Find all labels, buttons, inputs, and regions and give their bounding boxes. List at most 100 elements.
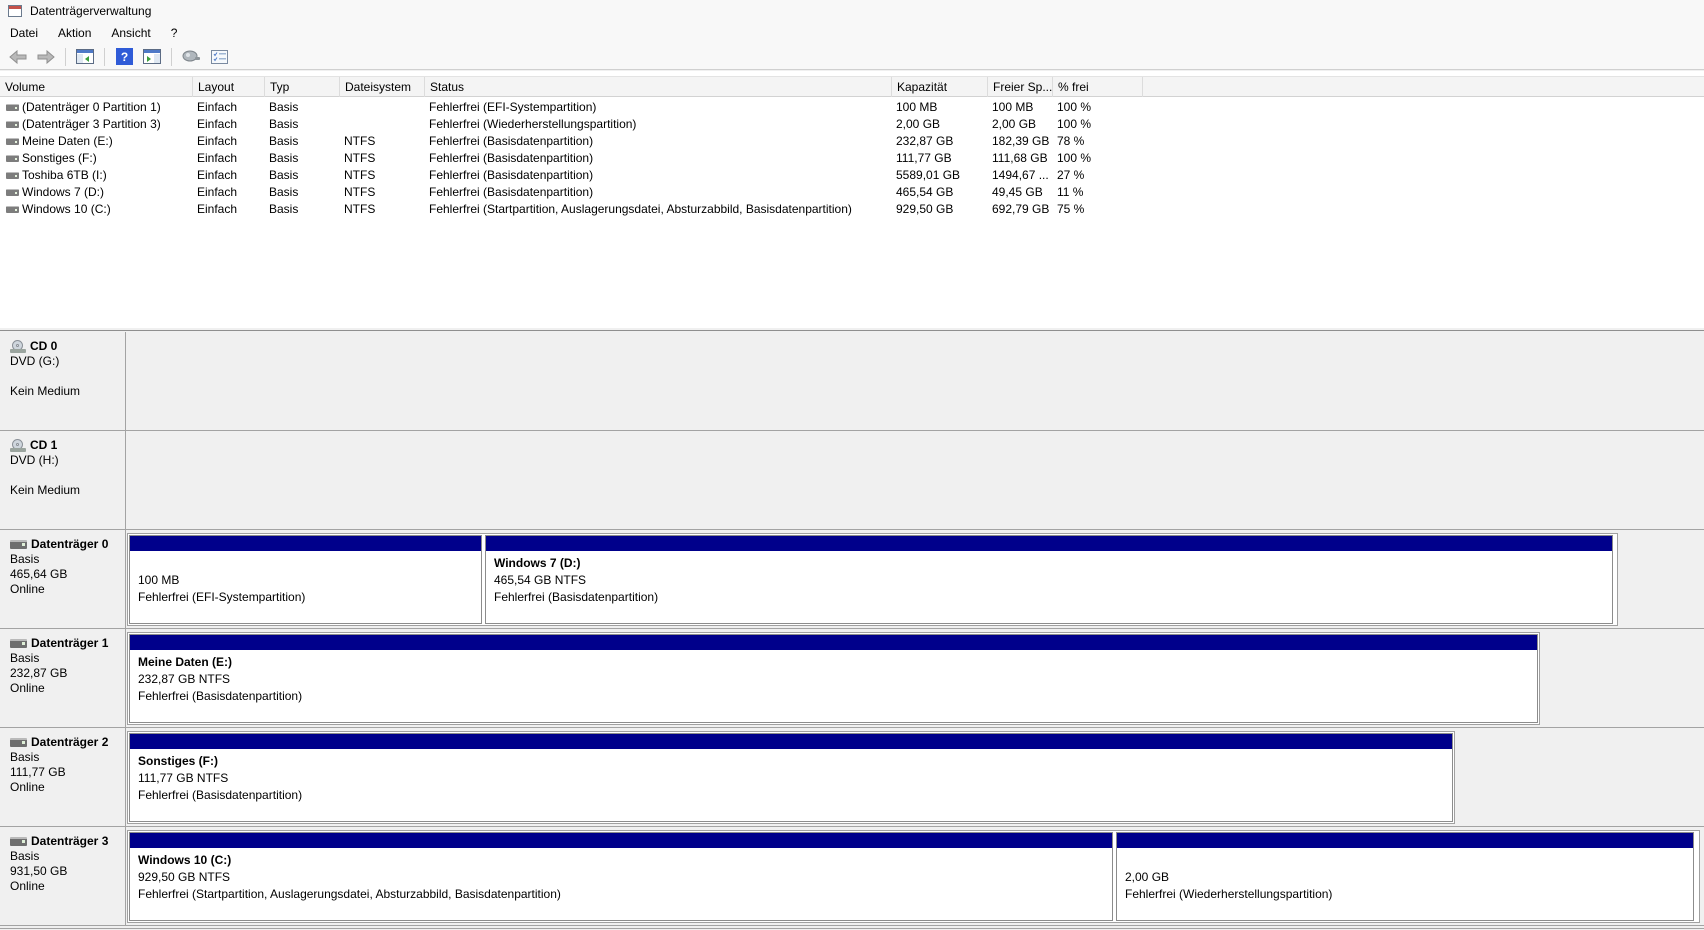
svg-text:?: ? [120,50,127,64]
disk-size: 232,87 GB [10,666,68,681]
details-icon[interactable] [207,46,231,68]
disk3-partitions: Windows 10 (C:) 929,50 GB NTFS Fehlerfre… [127,830,1700,923]
partition-status: Fehlerfrei (Wiederherstellungspartition) [1125,887,1333,901]
disk0-partitions: 100 MB Fehlerfrei (EFI-Systempartition) … [127,533,1618,626]
partition-status: Fehlerfrei (Basisdatenpartition) [138,788,303,802]
cell-status: Fehlerfrei (EFI-Systempartition) [429,100,597,114]
partition-color-bar [130,536,481,551]
partition-efi[interactable]: 100 MB Fehlerfrei (EFI-Systempartition) [129,535,482,624]
toolbar-separator [65,47,66,66]
volume-icon [6,172,19,179]
disk1-label[interactable]: Datenträger 1 Basis 232,87 GB Online [0,629,126,728]
partition-color-bar [130,734,1452,749]
disk1-partitions: Meine Daten (E:) 232,87 GB NTFS Fehlerfr… [127,632,1540,725]
cell-freier-sp: 692,79 GB [992,202,1050,216]
volume-icon [6,121,19,128]
column-header-prozent-frei[interactable]: % frei [1053,77,1143,97]
cell-dateisystem [344,117,424,133]
disk-state: Online [10,780,45,795]
cell-kapazitaet: 111,77 GB [896,151,952,165]
cell-kapazitaet: 100 MB [896,100,938,114]
table-row-volume-4[interactable]: Toshiba 6TB (I:) Einfach Basis NTFS Fehl… [0,167,1704,184]
cell-dateisystem: NTFS [344,168,376,182]
title-bar: Datenträgerverwaltung [0,0,1704,22]
menu-hilfe[interactable]: ? [170,26,178,40]
cell-dateisystem: NTFS [344,151,376,165]
partition-size: 929,50 GB NTFS [138,870,231,884]
column-header-kapazitaet[interactable]: Kapazität [892,77,988,97]
hard-disk-icon [10,639,27,649]
disk-type: Basis [10,750,40,765]
disk0-label[interactable]: Datenträger 0 Basis 465,64 GB Online [0,530,126,629]
table-row-volume-5[interactable]: Windows 7 (D:) Einfach Basis NTFS Fehler… [0,184,1704,201]
cd0-label[interactable]: CD 0 DVD (G:) Kein Medium [0,332,126,431]
cd-drive-icon [10,340,26,354]
disk3-label[interactable]: Datenträger 3 Basis 931,50 GB Online [0,827,126,926]
menu-datei[interactable]: Datei [10,26,39,40]
toolbar-separator [171,47,172,66]
column-header-dateisystem[interactable]: Dateisystem [340,77,425,97]
volume-list-header: Volume Layout Typ Dateisystem Status Kap… [0,76,1704,97]
forward-icon[interactable] [34,46,58,68]
volume-icon [6,155,19,162]
disk-state: Online [10,879,45,894]
cell-freier-sp: 49,45 GB [992,185,1043,199]
console-tree-icon[interactable] [73,46,97,68]
disk-state: Online [10,681,45,696]
hard-disk-icon [10,738,27,748]
table-row-volume-3[interactable]: Sonstiges (F:) Einfach Basis NTFS Fehler… [0,150,1704,167]
graphical-view-pane: CD 0 DVD (G:) Kein Medium CD 1 DVD (H:) … [0,330,1704,930]
cell-volume: (Datenträger 3 Partition 3) [22,117,161,131]
cell-freier-sp: 182,39 GB [992,134,1050,148]
partition-size: 100 MB [138,573,180,587]
disk2-label[interactable]: Datenträger 2 Basis 111,77 GB Online [0,728,126,827]
back-icon[interactable] [6,46,30,68]
action-pane-icon[interactable] [140,46,164,68]
column-header-typ[interactable]: Typ [265,77,340,97]
partition-meine-daten[interactable]: Meine Daten (E:) 232,87 GB NTFS Fehlerfr… [129,634,1538,723]
partition-windows10[interactable]: Windows 10 (C:) 929,50 GB NTFS Fehlerfre… [129,832,1113,921]
hard-disk-icon [10,540,27,550]
column-header-status[interactable]: Status [425,77,892,97]
cd-drive-letter: DVD (H:) [10,453,59,468]
table-row-volume-6[interactable]: Windows 10 (C:) Einfach Basis NTFS Fehle… [0,201,1704,218]
toolbar-separator [104,47,105,66]
cell-typ: Basis [269,151,299,165]
cell-layout: Einfach [197,185,238,199]
help-icon[interactable]: ? [112,46,136,68]
partition-status: Fehlerfrei (EFI-Systempartition) [138,590,306,604]
volume-icon [6,189,19,196]
volume-icon [6,206,19,213]
column-header-layout[interactable]: Layout [193,77,265,97]
band-disk-3: Datenträger 3 Basis 931,50 GB Online Win… [0,827,1704,926]
partition-recovery[interactable]: 2,00 GB Fehlerfrei (Wiederherstellungspa… [1116,832,1694,921]
disk-name: Datenträger 1 [31,636,109,651]
hard-disk-icon [10,837,27,847]
partition-title: Sonstiges (F:) [138,754,218,768]
partition-sonstiges[interactable]: Sonstiges (F:) 111,77 GB NTFS Fehlerfrei… [129,733,1453,822]
table-row-volume-2[interactable]: Meine Daten (E:) Einfach Basis NTFS Fehl… [0,133,1704,150]
column-header-freier-sp[interactable]: Freier Sp... [988,77,1053,97]
disk-name: Datenträger 0 [31,537,109,552]
partition-windows7[interactable]: Windows 7 (D:) 465,54 GB NTFS Fehlerfrei… [485,535,1613,624]
band-cd-0: CD 0 DVD (G:) Kein Medium [0,332,1704,431]
cd1-label[interactable]: CD 1 DVD (H:) Kein Medium [0,431,126,530]
band-disk-1: Datenträger 1 Basis 232,87 GB Online Mei… [0,629,1704,728]
menu-ansicht[interactable]: Ansicht [111,26,151,40]
menu-aktion[interactable]: Aktion [58,26,92,40]
cd-name: CD 1 [30,438,58,453]
partition-color-bar [1117,833,1693,848]
partition-title [138,555,477,572]
cell-status: Fehlerfrei (Basisdatenpartition) [429,168,594,182]
cell-prozent-frei: 78 % [1057,134,1085,148]
column-header-volume[interactable]: Volume [0,77,193,97]
disk-type: Basis [10,849,40,864]
table-row-volume-0[interactable]: (Datenträger 0 Partition 1) Einfach Basi… [0,99,1704,116]
table-row-volume-1[interactable]: (Datenträger 3 Partition 3) Einfach Basi… [0,116,1704,133]
cell-freier-sp: 100 MB [992,100,1034,114]
partition-size: 111,77 GB NTFS [138,771,229,785]
properties-icon[interactable] [179,46,203,68]
partition-size: 465,54 GB NTFS [494,573,587,587]
cell-freier-sp: 2,00 GB [992,117,1037,131]
cell-typ: Basis [269,168,299,182]
